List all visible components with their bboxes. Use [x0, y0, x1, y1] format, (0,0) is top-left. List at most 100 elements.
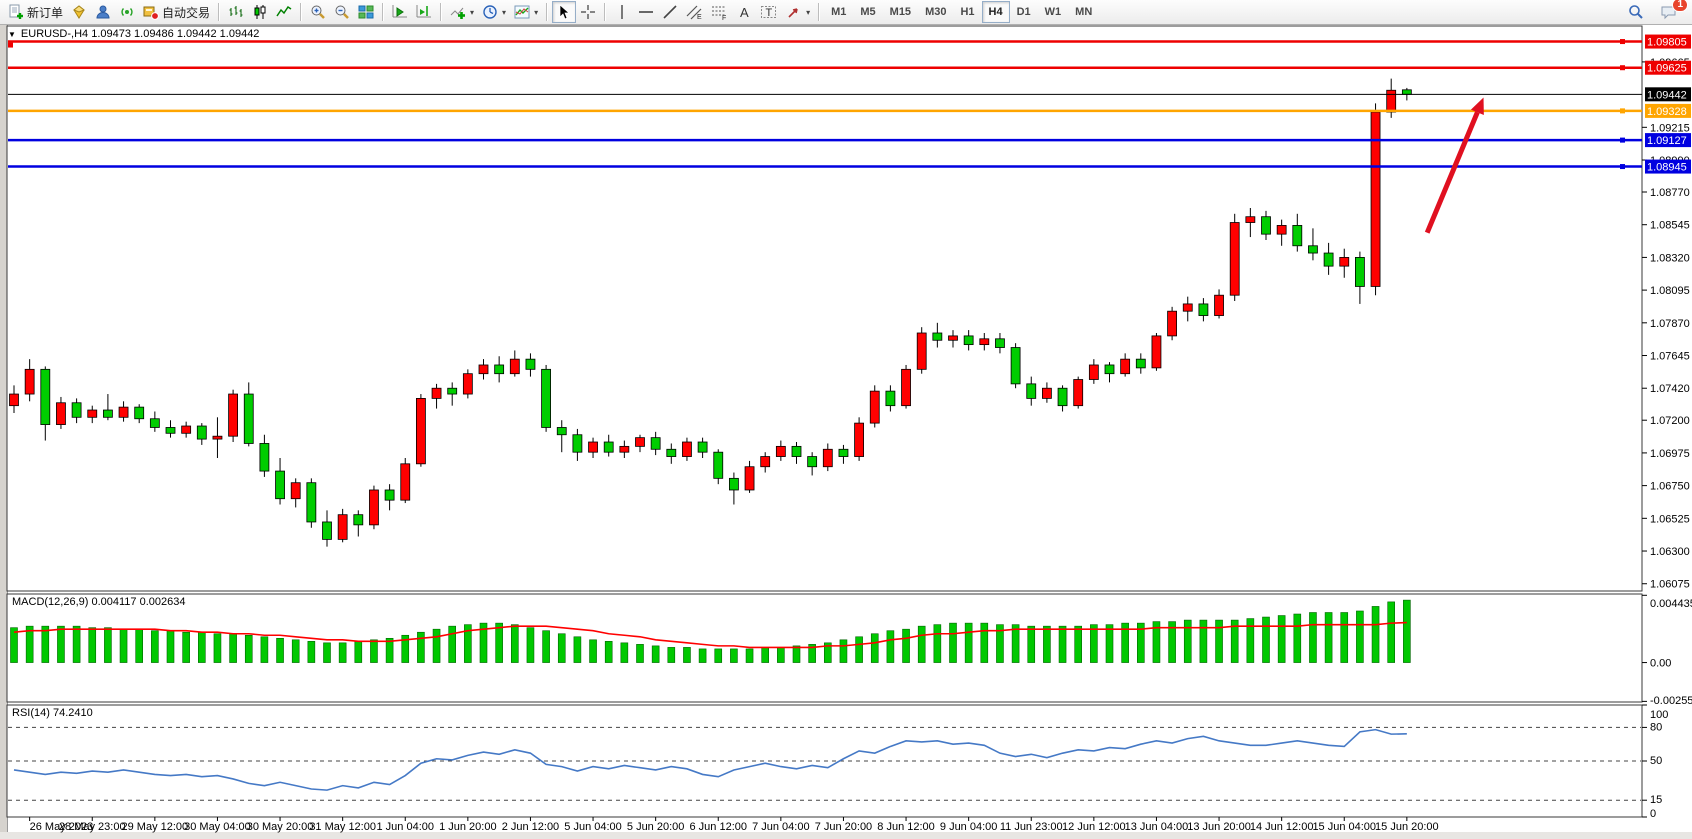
text-label-button[interactable]: T [756, 1, 782, 23]
price-tag-label: 1.09328 [1647, 106, 1687, 118]
time-tick-label: 6 Jun 12:00 [690, 821, 748, 833]
vertical-line-button[interactable] [610, 1, 634, 23]
channel-button[interactable]: E [682, 1, 707, 23]
one-click-trading-icon[interactable]: ▼ [8, 29, 16, 39]
tf-button-m5[interactable]: M5 [853, 1, 882, 23]
candle-bear [103, 409, 113, 418]
crosshair-button[interactable] [576, 1, 600, 23]
text-button[interactable]: A [732, 1, 756, 23]
search-button[interactable] [1624, 1, 1648, 23]
macd-histogram-bar [510, 624, 519, 663]
zoom-in-button[interactable] [306, 1, 330, 23]
time-tick-label: 26 May 2023 [30, 821, 94, 833]
signals-button[interactable] [115, 1, 139, 23]
fibonacci-button[interactable]: F [707, 1, 732, 23]
chart-title: ▼ EURUSD-,H4 1.09473 1.09486 1.09442 1.0… [8, 28, 259, 40]
macd-histogram-bar [182, 631, 190, 663]
trend-arrow[interactable] [1424, 111, 1480, 234]
macd-histogram-bar [479, 622, 488, 663]
cursor-button[interactable] [552, 1, 577, 23]
toolbar-separator [382, 3, 385, 21]
macd-histogram-bar [1387, 601, 1395, 663]
tf-button-m30[interactable]: M30 [918, 1, 953, 23]
candle-bear [650, 437, 661, 450]
macd-histogram-bar [949, 622, 957, 663]
candle-bull [822, 448, 833, 468]
candle-bull [854, 422, 864, 457]
chart-title-text: EURUSD-,H4 1.09473 1.09486 1.09442 1.094… [20, 28, 260, 40]
periods-button[interactable]: ▾ [478, 1, 510, 23]
tf-button-d1[interactable]: D1 [1010, 1, 1038, 23]
line-anchor[interactable] [1620, 164, 1625, 170]
auto-scroll-button[interactable] [388, 1, 412, 23]
tf-button-w1[interactable]: W1 [1038, 1, 1069, 23]
candle-bear [134, 406, 145, 420]
zoom-out-icon [335, 5, 349, 19]
arrows-icon [788, 8, 798, 18]
line-anchor[interactable] [1620, 65, 1625, 71]
candle-bull [1120, 358, 1131, 375]
candlestick-chart-button[interactable] [248, 1, 272, 23]
bar-chart-button[interactable] [224, 1, 248, 23]
macd-histogram-bar [604, 641, 613, 663]
autotrading-button[interactable]: 自动交易 [139, 1, 214, 23]
macd-signal-line [13, 621, 1407, 649]
line-anchor[interactable] [1620, 39, 1625, 45]
line-anchor[interactable] [1620, 137, 1625, 143]
tf-button-h4[interactable]: H4 [981, 1, 1010, 23]
time-tick-label: 13 Jun 04:00 [1125, 821, 1189, 833]
candle-bull [400, 463, 411, 501]
candle-bear [1292, 225, 1303, 247]
candle-bear [40, 368, 51, 425]
horizontal-line-button[interactable] [634, 1, 658, 23]
price-tick-label: 1.09215 [1650, 122, 1690, 134]
candle-bear [384, 489, 395, 501]
level-lines[interactable]: 1.09805 1.09625 1.09328 1.09127 1.08945 [8, 34, 1691, 174]
timeframe-group: M1 M5 M15 M30 H1 H4 D1 W1 MN [824, 0, 1099, 24]
line-anchor[interactable] [1620, 108, 1625, 114]
tf-button-m1[interactable]: M1 [824, 1, 853, 23]
macd-histogram-bar [1277, 615, 1286, 663]
zoom-out-button[interactable] [330, 1, 354, 23]
templates-icon [514, 5, 530, 19]
new-order-button[interactable]: 新订单 [4, 1, 67, 23]
macd-histogram-bar [620, 642, 629, 663]
chart-shift-button[interactable] [412, 1, 436, 23]
rsi-tick-label: 50 [1650, 755, 1662, 767]
macd-histogram-bar [464, 624, 472, 663]
macd-histogram-bar [886, 630, 895, 663]
trend-arrow-head[interactable] [1470, 97, 1484, 115]
arrows-button[interactable]: ▾ [782, 1, 814, 23]
price-tag [1645, 159, 1691, 174]
line-anchor[interactable] [8, 42, 13, 48]
tf-button-h1[interactable]: H1 [953, 1, 981, 23]
signals-icon [121, 8, 133, 16]
tile-windows-button[interactable] [354, 1, 378, 23]
line-chart-button[interactable] [272, 1, 296, 23]
time-tick-label: 30 May 04:00 [184, 821, 251, 833]
price-tag-label: 1.08945 [1647, 162, 1687, 174]
time-tick-label: 13 Jun 20:00 [1187, 821, 1251, 833]
macd-histogram-bar [573, 636, 582, 663]
tf-button-m15[interactable]: M15 [883, 1, 918, 23]
candle-bull [1370, 111, 1381, 287]
candle-bull [588, 441, 598, 453]
macd-histogram-bar [823, 642, 832, 663]
tf-button-mn[interactable]: MN [1068, 1, 1099, 23]
annotations[interactable] [1424, 97, 1484, 234]
chat-button[interactable]: 1 [1656, 0, 1688, 23]
trendline-button[interactable] [658, 1, 682, 23]
macd-histogram-bar [41, 625, 50, 663]
marketwatch-button[interactable] [67, 1, 91, 23]
price-tick-label: 1.07200 [1650, 415, 1690, 427]
price-axis[interactable]: 1.096651.092151.089901.087701.085451.083… [1642, 57, 1690, 591]
templates-button[interactable]: ▾ [510, 1, 542, 23]
indicators-button[interactable]: ▾ [446, 1, 478, 23]
navigator-button[interactable] [91, 1, 115, 23]
time-tick-label: 5 Jun 20:00 [627, 821, 685, 833]
candle-bear [149, 418, 160, 428]
rsi-line [13, 728, 1407, 791]
macd-histogram-bar [761, 647, 770, 663]
